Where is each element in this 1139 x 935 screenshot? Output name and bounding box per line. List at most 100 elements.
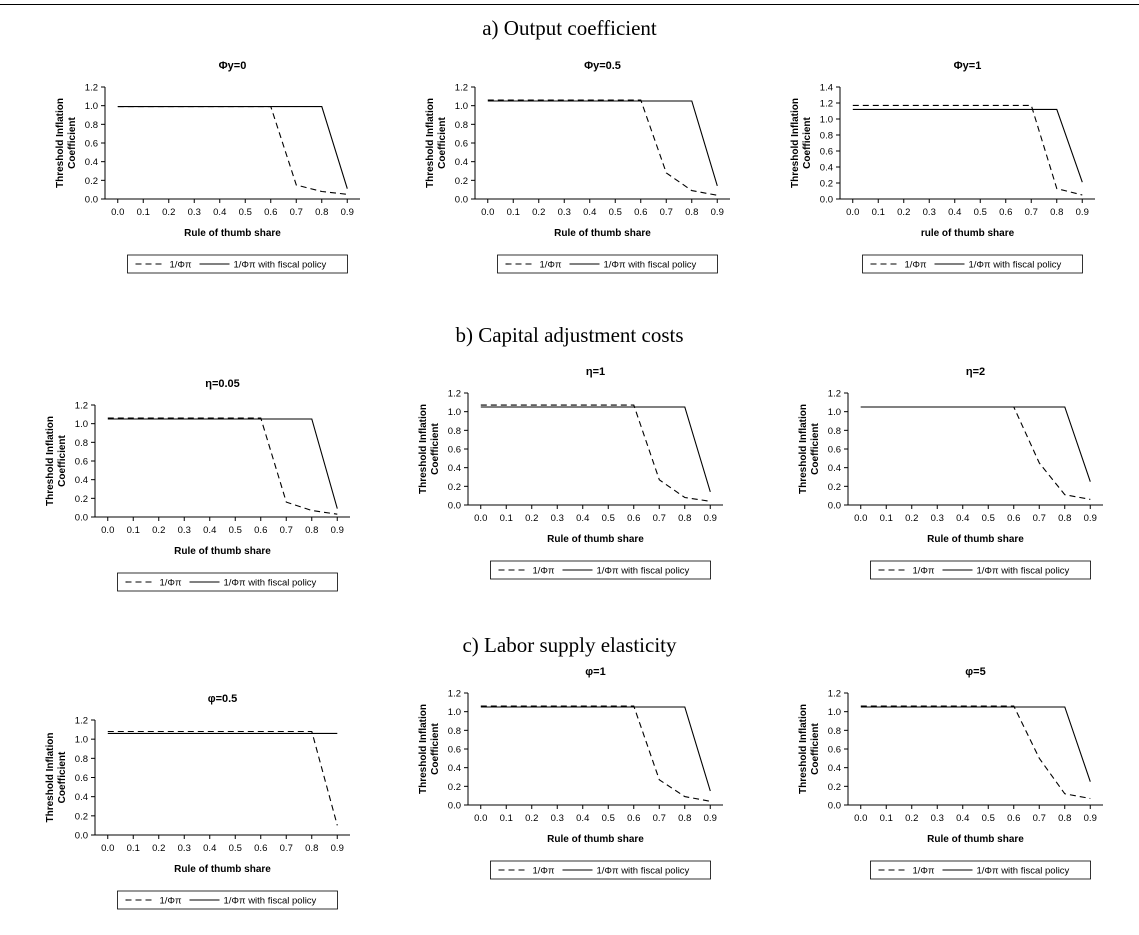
x-tick-label: 0.0: [854, 513, 867, 524]
x-tick-label: 0.1: [500, 513, 513, 524]
x-tick-label: 0.1: [137, 207, 150, 218]
legend-label-with-fiscal-policy: 1/Φπ with fiscal policy: [977, 866, 1070, 877]
x-tick-label: 0.9: [711, 207, 724, 218]
x-tick-label: 0.9: [341, 207, 354, 218]
section-title-output-coefficient: a) Output coefficient: [482, 16, 657, 40]
y-tick-label: 0.6: [85, 139, 98, 150]
x-tick-label: 0.7: [290, 207, 303, 218]
chart-panel-varphi-1: φ=1 0.0 0.2 0.4 0.6 0.8 1.0 1.2 0.0 0.1 0.2 0.3 0.4 0…: [398, 666, 728, 930]
chart-svg: η=2 0.0 0.2 0.4 0.6 0.8 1.0 1.2 0.0 0.1 0.2 0.3 0.4 0…: [798, 366, 1103, 580]
legend: 1/Φπ 1/Φπ with fiscal policy: [870, 560, 1091, 580]
y-tick-label: 0.4: [448, 463, 461, 474]
y-tick-label: 1.2: [820, 99, 833, 110]
series-line-with-fiscal-policy: [480, 706, 711, 792]
legend-box: [862, 254, 1083, 274]
y-tick-label: 0.8: [828, 726, 841, 737]
x-tick-label: 0.3: [923, 207, 936, 218]
chart-panel-varphi-0-5: φ=0.5 0.0 0.2 0.4 0.6 0.8 1.0 1.2 0.0 0.1 0.2 0.3 0.…: [25, 668, 355, 930]
y-axis-label: Threshold InflationCoefficient: [45, 416, 68, 506]
legend-label-with-fiscal-policy: 1/Φπ with fiscal policy: [234, 260, 327, 271]
series-line-1-over-phipi: [860, 406, 1091, 500]
y-tick-label: 0.4: [85, 157, 98, 168]
series-line-1-over-phipi: [107, 417, 338, 515]
y-tick-label: 0.4: [75, 792, 88, 803]
x-tick-label: 0.3: [558, 207, 571, 218]
x-tick-label: 0.5: [602, 513, 615, 524]
chart-title: Φy=0.5: [584, 60, 621, 72]
x-tick-label: 0.1: [507, 207, 520, 218]
x-tick-label: 0.5: [982, 813, 995, 824]
chart-title: Φy=1: [954, 60, 982, 72]
y-tick-label: 1.2: [828, 689, 841, 700]
x-tick-label: 0.6: [254, 843, 267, 854]
y-tick-label: 0.2: [448, 482, 461, 493]
series-line-1-over-phipi: [480, 404, 711, 502]
x-tick-label: 0.3: [188, 207, 201, 218]
x-tick-label: 0.7: [280, 843, 293, 854]
x-tick-label: 0.9: [704, 813, 717, 824]
x-tick-label: 0.3: [551, 813, 564, 824]
chart-title: Φy=0: [219, 60, 247, 72]
series-line-with-fiscal-policy: [480, 406, 711, 493]
x-axis-label: Rule of thumb share: [174, 546, 271, 557]
x-tick-label: 0.0: [481, 207, 494, 218]
legend-box: [870, 860, 1091, 880]
legend-label-1-over-phipi: 1/Φπ: [905, 260, 928, 271]
x-tick-label: 0.1: [872, 207, 885, 218]
y-tick-label: 0.6: [448, 745, 461, 756]
y-tick-label: 0.0: [455, 195, 468, 206]
series-line-with-fiscal-policy: [107, 418, 338, 509]
y-tick-label: 1.0: [75, 419, 88, 430]
x-tick-label: 0.1: [127, 525, 140, 536]
x-tick-label: 0.0: [474, 813, 487, 824]
x-tick-label: 0.0: [854, 813, 867, 824]
series-line-with-fiscal-policy: [860, 706, 1091, 782]
x-tick-label: 0.0: [101, 843, 114, 854]
y-tick-label: 1.2: [448, 689, 461, 700]
series-line-1-over-phipi: [487, 99, 718, 196]
legend-label-1-over-phipi: 1/Φπ: [540, 260, 563, 271]
y-tick-label: 1.2: [75, 716, 88, 727]
top-rule: [0, 4, 1139, 5]
x-axis-label: rule of thumb share: [921, 228, 1015, 239]
y-tick-label: 0.0: [448, 801, 461, 812]
y-tick-label: 1.2: [448, 389, 461, 400]
y-tick-label: 1.0: [448, 407, 461, 418]
chart-svg: Φy=0 0.0 0.2 0.4 0.6 0.8 1.0 1.2 0.0 0.1 0.2 0.3 0.4…: [55, 60, 360, 274]
y-tick-label: 1.2: [828, 389, 841, 400]
x-tick-label: 0.8: [315, 207, 328, 218]
section-title-labor-supply-elasticity: c) Labor supply elasticity: [462, 633, 677, 657]
x-tick-label: 0.4: [956, 513, 969, 524]
chart-panel-phiy-0-5: Φy=0.5 0.0 0.2 0.4 0.6 0.8 1.0 1.2 0.0 0.1 0.2 0.3 0…: [405, 50, 735, 312]
x-tick-label: 0.5: [602, 813, 615, 824]
chart-title: η=1: [586, 366, 605, 378]
series-line-with-fiscal-policy: [487, 100, 718, 187]
y-tick-label: 0.0: [75, 831, 88, 842]
y-tick-label: 0.2: [448, 782, 461, 793]
legend-label-1-over-phipi: 1/Φπ: [160, 896, 183, 907]
legend-label-with-fiscal-policy: 1/Φπ with fiscal policy: [597, 566, 690, 577]
x-tick-label: 0.3: [178, 843, 191, 854]
legend: 1/Φπ 1/Φπ with fiscal policy: [490, 860, 711, 880]
y-tick-label: 0.6: [448, 445, 461, 456]
x-tick-label: 0.8: [1050, 207, 1063, 218]
x-tick-label: 0.3: [178, 525, 191, 536]
chart-title: φ=0.5: [208, 693, 238, 705]
y-axis-label: Threshold InflationCoefficient: [418, 704, 441, 794]
y-tick-label: 0.8: [448, 426, 461, 437]
legend-label-with-fiscal-policy: 1/Φπ with fiscal policy: [977, 566, 1070, 577]
y-tick-label: 0.8: [75, 754, 88, 765]
x-tick-label: 0.4: [576, 513, 589, 524]
y-axis-label: Threshold InflationCoefficient: [418, 404, 441, 494]
legend-label-1-over-phipi: 1/Φπ: [533, 566, 556, 577]
legend-label-with-fiscal-policy: 1/Φπ with fiscal policy: [224, 896, 317, 907]
x-tick-label: 0.1: [500, 813, 513, 824]
legend: 1/Φπ 1/Φπ with fiscal policy: [497, 254, 718, 274]
x-tick-label: 0.3: [551, 513, 564, 524]
legend-label-with-fiscal-policy: 1/Φπ with fiscal policy: [597, 866, 690, 877]
y-tick-label: 1.0: [828, 707, 841, 718]
y-tick-label: 1.0: [85, 101, 98, 112]
y-tick-label: 0.4: [820, 163, 833, 174]
y-tick-label: 1.0: [455, 101, 468, 112]
chart-svg: η=1 0.0 0.2 0.4 0.6 0.8 1.0 1.2 0.0 0.1 0.2 0.3 0.4 0…: [418, 366, 723, 580]
